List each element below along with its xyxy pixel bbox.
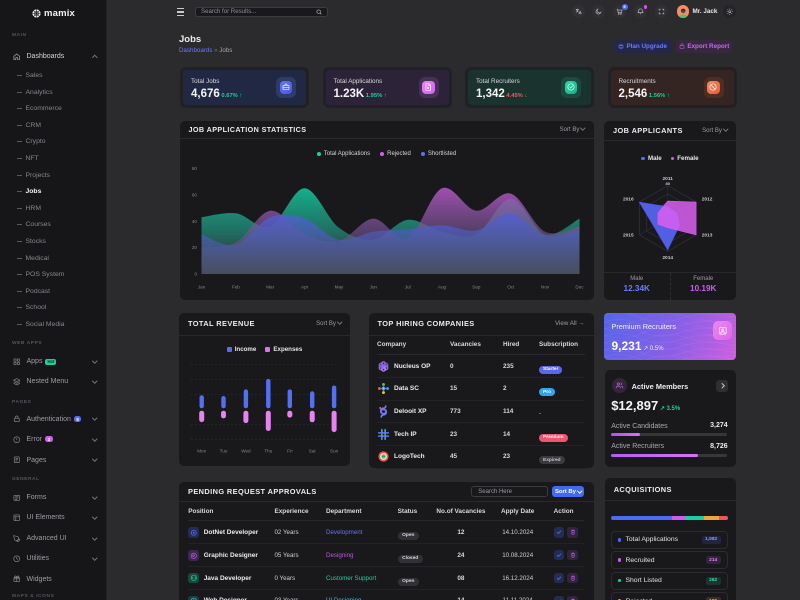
svg-text:Tue: Tue <box>220 448 228 453</box>
svg-text:Thu: Thu <box>264 448 272 453</box>
svg-text:2015: 2015 <box>623 232 634 238</box>
svg-text:2013: 2013 <box>702 232 713 238</box>
svg-text:Sun: Sun <box>330 448 339 453</box>
svg-text:20: 20 <box>191 245 197 250</box>
svg-text:2011: 2011 <box>662 176 673 182</box>
svg-text:Nov: Nov <box>541 285 550 290</box>
svg-text:Fri: Fri <box>287 448 292 453</box>
svg-text:Feb: Feb <box>231 285 239 290</box>
svg-text:80: 80 <box>665 181 670 186</box>
svg-text:Jul: Jul <box>404 285 410 290</box>
svg-text:Mar: Mar <box>266 285 274 290</box>
svg-text:60: 60 <box>191 193 197 198</box>
svg-text:Aug: Aug <box>437 285 446 290</box>
svg-text:Sep: Sep <box>472 285 481 290</box>
svg-text:0: 0 <box>194 272 197 277</box>
svg-text:Oct: Oct <box>507 285 515 290</box>
svg-text:Jun: Jun <box>369 285 377 290</box>
svg-text:Dec: Dec <box>575 285 584 290</box>
svg-text:2012: 2012 <box>702 197 713 203</box>
svg-text:Jan: Jan <box>197 285 205 290</box>
svg-text:May: May <box>334 285 343 290</box>
svg-text:Apr: Apr <box>301 285 309 290</box>
svg-text:Mon: Mon <box>197 448 206 453</box>
svg-text:80: 80 <box>191 166 197 171</box>
svg-text:40: 40 <box>191 219 197 224</box>
svg-text:Wed: Wed <box>241 448 251 453</box>
svg-text:Sat: Sat <box>309 448 317 453</box>
svg-text:2016: 2016 <box>623 197 634 203</box>
svg-text:2014: 2014 <box>662 255 673 261</box>
